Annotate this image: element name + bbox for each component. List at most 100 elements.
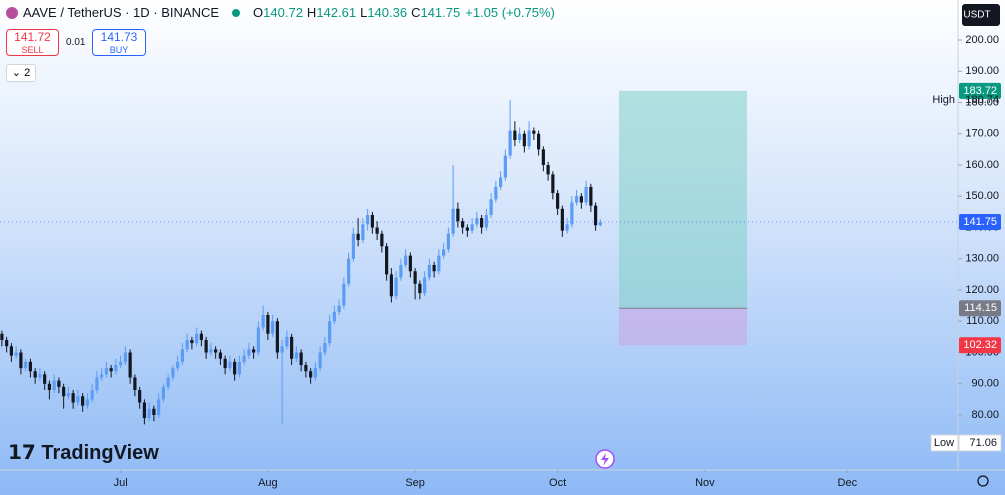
candle-body [522,133,526,147]
candle-body [171,368,175,378]
candle-body [399,265,403,278]
ohlc-value: 141.75 [420,5,461,20]
currency-button[interactable] [962,4,1000,26]
candle-body [323,343,327,353]
brand-name: TradingView [41,442,159,464]
candle-body [190,340,194,344]
stop-zone [619,308,747,346]
candle-body [33,371,37,378]
candle-body [598,222,602,226]
candle-body [0,333,4,340]
candle-body [209,349,213,353]
candle-body [309,371,313,378]
candle-body [337,305,341,312]
candle-body [537,133,541,150]
y-tick-label: 110.00 [966,315,999,327]
symbol[interactable]: AAVE / TetherUS · 1D · BINANCE [23,5,220,20]
buy-button[interactable]: 141.73 BUY [92,29,146,56]
ohlc-value: 140.72 [263,5,303,20]
candle-body [370,215,374,228]
candle-body [494,186,498,200]
candle-body [104,368,108,375]
candle-body [475,218,479,225]
candle-body [294,352,298,359]
candle-body [518,133,522,140]
candle-body [442,249,446,256]
candle-body [280,346,284,353]
candle-body [456,208,460,222]
candle-body [413,271,417,284]
entry-badge-label: 114.15 [964,302,997,314]
y-tick-label: 190.00 [965,65,999,77]
candle-body [527,130,531,147]
ohlc-item: H142.61 [307,5,356,20]
candle-body [546,165,550,175]
candle-body [247,349,251,356]
candle-body [114,365,118,372]
candle-body [342,283,346,306]
candle-body [147,408,151,419]
candle-body [176,361,180,369]
stop-badge-label: 102.32 [963,339,997,351]
candle-body [218,352,222,359]
sell-button[interactable]: 141.72 SELL [6,29,59,56]
candle-body [161,386,165,400]
candle-body [408,255,412,272]
candle-body [252,349,256,353]
candle-body [237,361,241,375]
x-tick-label: Sep [405,477,425,489]
candle-body [484,215,488,228]
candle-body [90,390,94,400]
candle-body [328,321,332,344]
candle-body [313,368,317,378]
indicators-count: 2 [24,67,31,79]
candle-body [43,374,47,384]
settings-button[interactable] [977,475,989,487]
candle-body [9,346,13,356]
candle-body [47,383,51,390]
candle-body [66,393,70,397]
candle-body [361,224,365,240]
buy-label: BUY [109,45,129,55]
entry-badge [959,300,1001,317]
y-tick-label: 80.00 [971,409,999,421]
y-tick-label: 180.00 [965,96,999,108]
indicators-toggle[interactable]: ⌄ 2 [6,64,36,82]
candle-body [332,311,336,322]
low-label: Low [934,437,954,449]
candle-body [157,399,161,415]
candle-body [62,386,66,397]
candle-body [223,358,227,369]
ohlc-value: 142.61 [316,5,357,20]
y-tick-label: 170.00 [965,128,999,140]
candle-body [560,208,564,231]
candle-body [85,399,89,406]
candle-body [499,177,503,187]
candle-body [423,277,427,294]
buy-price: 141.73 [100,30,138,44]
candle-body [556,193,560,209]
candle-body [541,149,545,165]
candle-body [233,361,237,375]
candle-body [256,327,260,353]
candle-body [180,349,184,362]
target-badge-label: 183.72 [963,85,997,97]
high-label: High [932,94,955,106]
x-tick-label: Jul [114,477,128,489]
candle-body [133,377,137,390]
high-value: 180.74 [965,94,999,106]
x-tick-label: Nov [695,477,715,489]
candle-body [356,233,360,240]
branding: 𝟭𝟳 TradingView [8,442,159,464]
ohlc-item: O140.72 [253,5,303,20]
candle-body [76,396,80,403]
candle-body [570,202,574,225]
candle-body [404,255,408,265]
ohlc-key: L [360,5,368,20]
candle-body [57,380,61,387]
candle-body [461,221,465,228]
candle-body [575,196,579,203]
x-tick-label: Dec [838,477,858,489]
candle-body [579,196,583,203]
